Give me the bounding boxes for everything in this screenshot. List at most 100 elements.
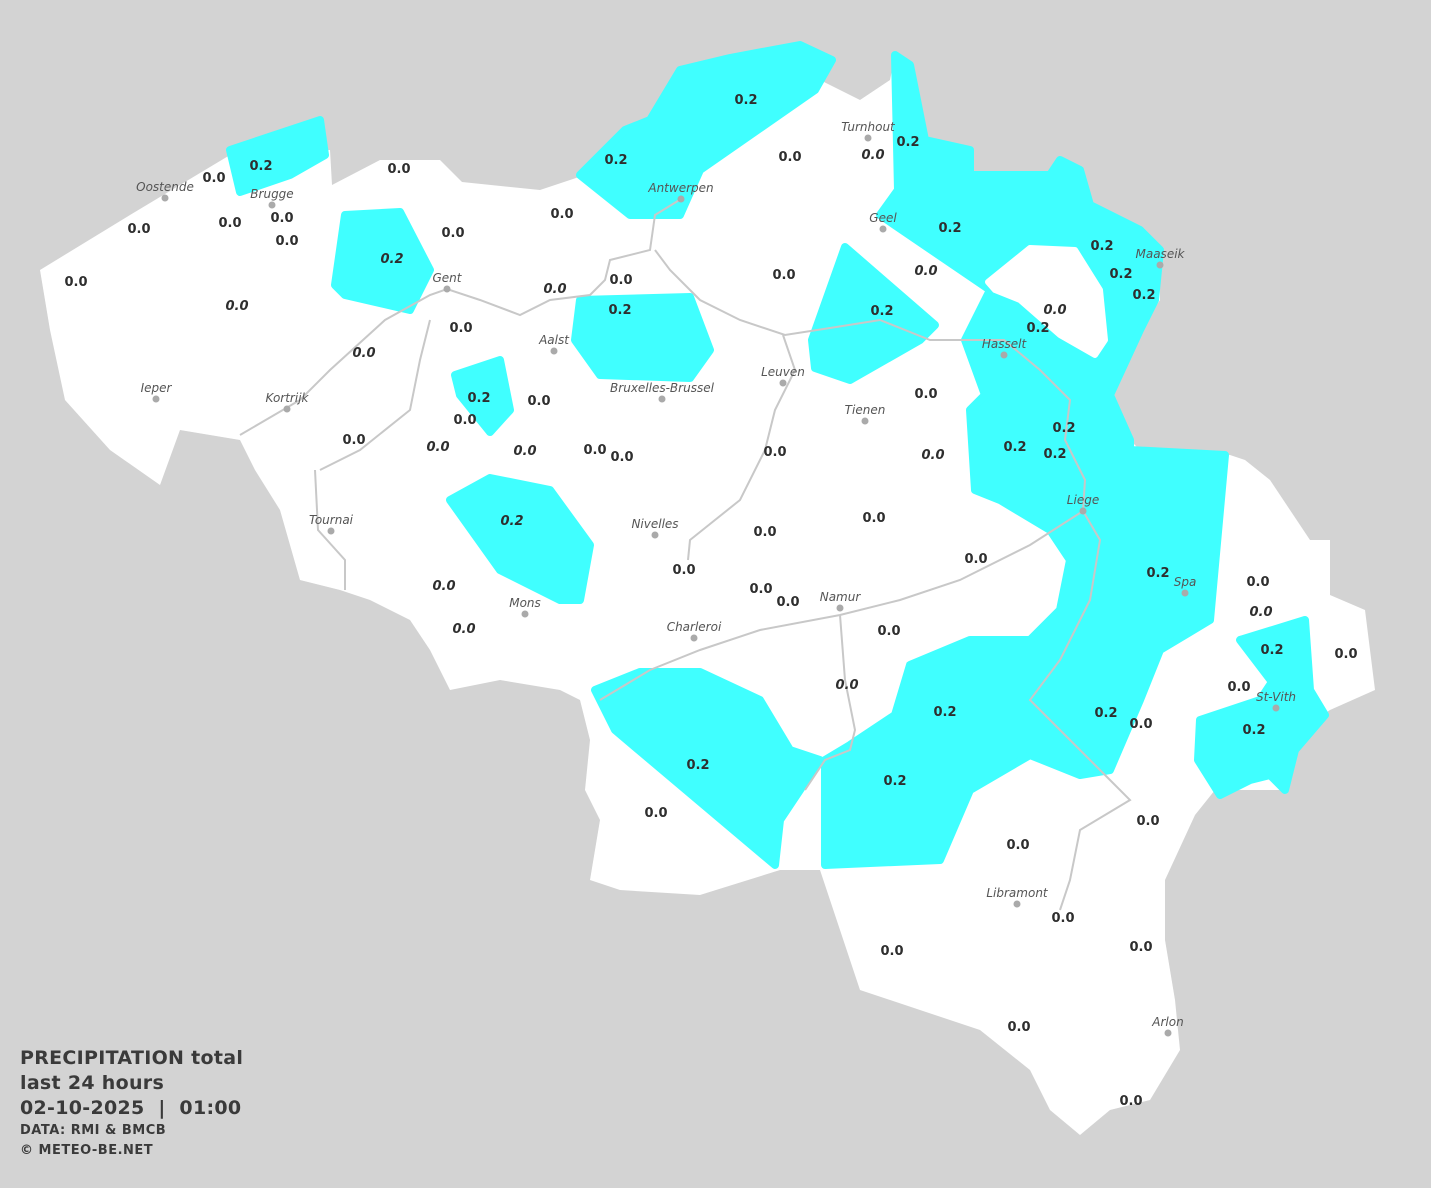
city-name: Tienen (845, 403, 886, 417)
station-value: 0.0 (449, 321, 472, 336)
city-dot (327, 527, 335, 535)
station-value: 0.0 (218, 216, 241, 231)
station-value: 0.0 (527, 394, 550, 409)
city-dot (879, 225, 887, 233)
city-name: Spa (1174, 575, 1197, 589)
station-value: 0.0 (1334, 647, 1357, 662)
city-name: Charleroi (667, 620, 722, 634)
city-tournai: Tournai (309, 513, 354, 535)
station-value: 0.0 (543, 282, 566, 297)
city-dot (690, 634, 698, 642)
station-value: 0.0 (861, 148, 884, 163)
city-name: Kortrijk (266, 391, 310, 405)
city-gent: Gent (433, 271, 463, 293)
city-dot (161, 194, 169, 202)
city-dot (1013, 900, 1021, 908)
station-value: 0.2 (1043, 447, 1066, 462)
city-nivelles: Nivelles (631, 517, 679, 539)
station-value: 0.0 (753, 525, 776, 540)
station-value: 0.0 (772, 268, 795, 283)
city-name: Tournai (309, 513, 354, 527)
city-dot (658, 395, 666, 403)
city-dot (1272, 704, 1280, 712)
city-antwerpen: Antwerpen (647, 181, 714, 203)
station-value: 0.2 (1090, 239, 1113, 254)
city-name: Gent (433, 271, 463, 285)
station-value: 0.2 (870, 304, 893, 319)
precip-area-0-2 (571, 293, 714, 382)
precip-area-0-2 (451, 356, 514, 436)
station-value: 0.0 (749, 582, 772, 597)
station-value: 0.2 (883, 774, 906, 789)
station-value: 0.0 (127, 222, 150, 237)
river-line (319, 319, 431, 471)
station-value: 0.0 (672, 563, 695, 578)
city-name: Antwerpen (647, 181, 713, 195)
river-line (654, 249, 1087, 512)
station-value: 0.0 (1043, 303, 1066, 318)
map-legend: PRECIPITATION total last 24 hours 02-10-… (20, 1046, 243, 1161)
city-name: Oostende (136, 180, 194, 194)
rivers (239, 198, 1132, 911)
station-value: 0.0 (270, 211, 293, 226)
station-value: 0.0 (964, 552, 987, 567)
station-value: 0.0 (877, 624, 900, 639)
city-name: Mons (509, 596, 541, 610)
city-dot (651, 531, 659, 539)
city-name: Ieper (141, 381, 173, 395)
station-value: 0.0 (1136, 814, 1159, 829)
station-value: 0.0 (453, 413, 476, 428)
station-value: 0.0 (776, 595, 799, 610)
city-ieper: Ieper (141, 381, 173, 403)
station-value: 0.2 (467, 391, 490, 406)
city-st-vith: St-Vith (1256, 690, 1296, 712)
city-name: Liege (1067, 493, 1099, 507)
station-value: 0.0 (914, 387, 937, 402)
river-line (599, 509, 1132, 911)
river-line (239, 198, 682, 436)
precip-area-0-2 (591, 668, 824, 869)
station-value: 0.2 (1242, 723, 1265, 738)
city-dot (1079, 507, 1087, 515)
station-value: 0.2 (938, 221, 961, 236)
city-name: Leuven (761, 365, 805, 379)
city-dot (1181, 589, 1189, 597)
city-name: Arlon (1151, 1015, 1183, 1029)
precipitation-areas (226, 41, 1329, 869)
city-charleroi: Charleroi (667, 620, 722, 642)
city-turnhout: Turnhout (841, 120, 896, 142)
station-value: 0.0 (441, 226, 464, 241)
city-dot (864, 134, 872, 142)
station-value: 0.2 (1052, 421, 1075, 436)
city-name: Bruxelles-Brussel (610, 381, 715, 395)
city-bruxelles-brussel: Bruxelles-Brussel (610, 381, 715, 403)
station-value: 0.0 (387, 162, 410, 177)
city-dot (283, 405, 291, 413)
station-value: 0.0 (644, 806, 667, 821)
station-value: 0.0 (1006, 838, 1029, 853)
river-line (314, 469, 346, 590)
station-value: 0.0 (921, 448, 944, 463)
station-value: 0.0 (64, 275, 87, 290)
station-value: 0.2 (249, 159, 272, 174)
river-line (804, 614, 857, 791)
station-value: 0.0 (1249, 605, 1272, 620)
city-dot (779, 379, 787, 387)
station-value: 0.0 (432, 579, 455, 594)
city-arlon: Arlon (1151, 1015, 1184, 1037)
station-value: 0.0 (610, 450, 633, 465)
station-value: 0.0 (583, 443, 606, 458)
station-values: 0.2 0.0 0.0 0.0 0.0 0.0 0.0 0.2 0.0 0.0 0.2 0.2 0.0 0… (64, 93, 1357, 1109)
station-value: 0.2 (380, 252, 403, 267)
station-value: 0.0 (880, 944, 903, 959)
city-dot (836, 604, 844, 612)
station-value: 0.0 (1246, 575, 1269, 590)
city-name: Libramont (986, 886, 1049, 900)
station-value: 0.2 (1003, 440, 1026, 455)
station-value: 0.0 (1051, 911, 1074, 926)
city-mons: Mons (509, 596, 541, 618)
legend-title: PRECIPITATION total (20, 1047, 244, 1069)
station-value: 0.2 (1260, 643, 1283, 658)
station-value: 0.2 (933, 705, 956, 720)
